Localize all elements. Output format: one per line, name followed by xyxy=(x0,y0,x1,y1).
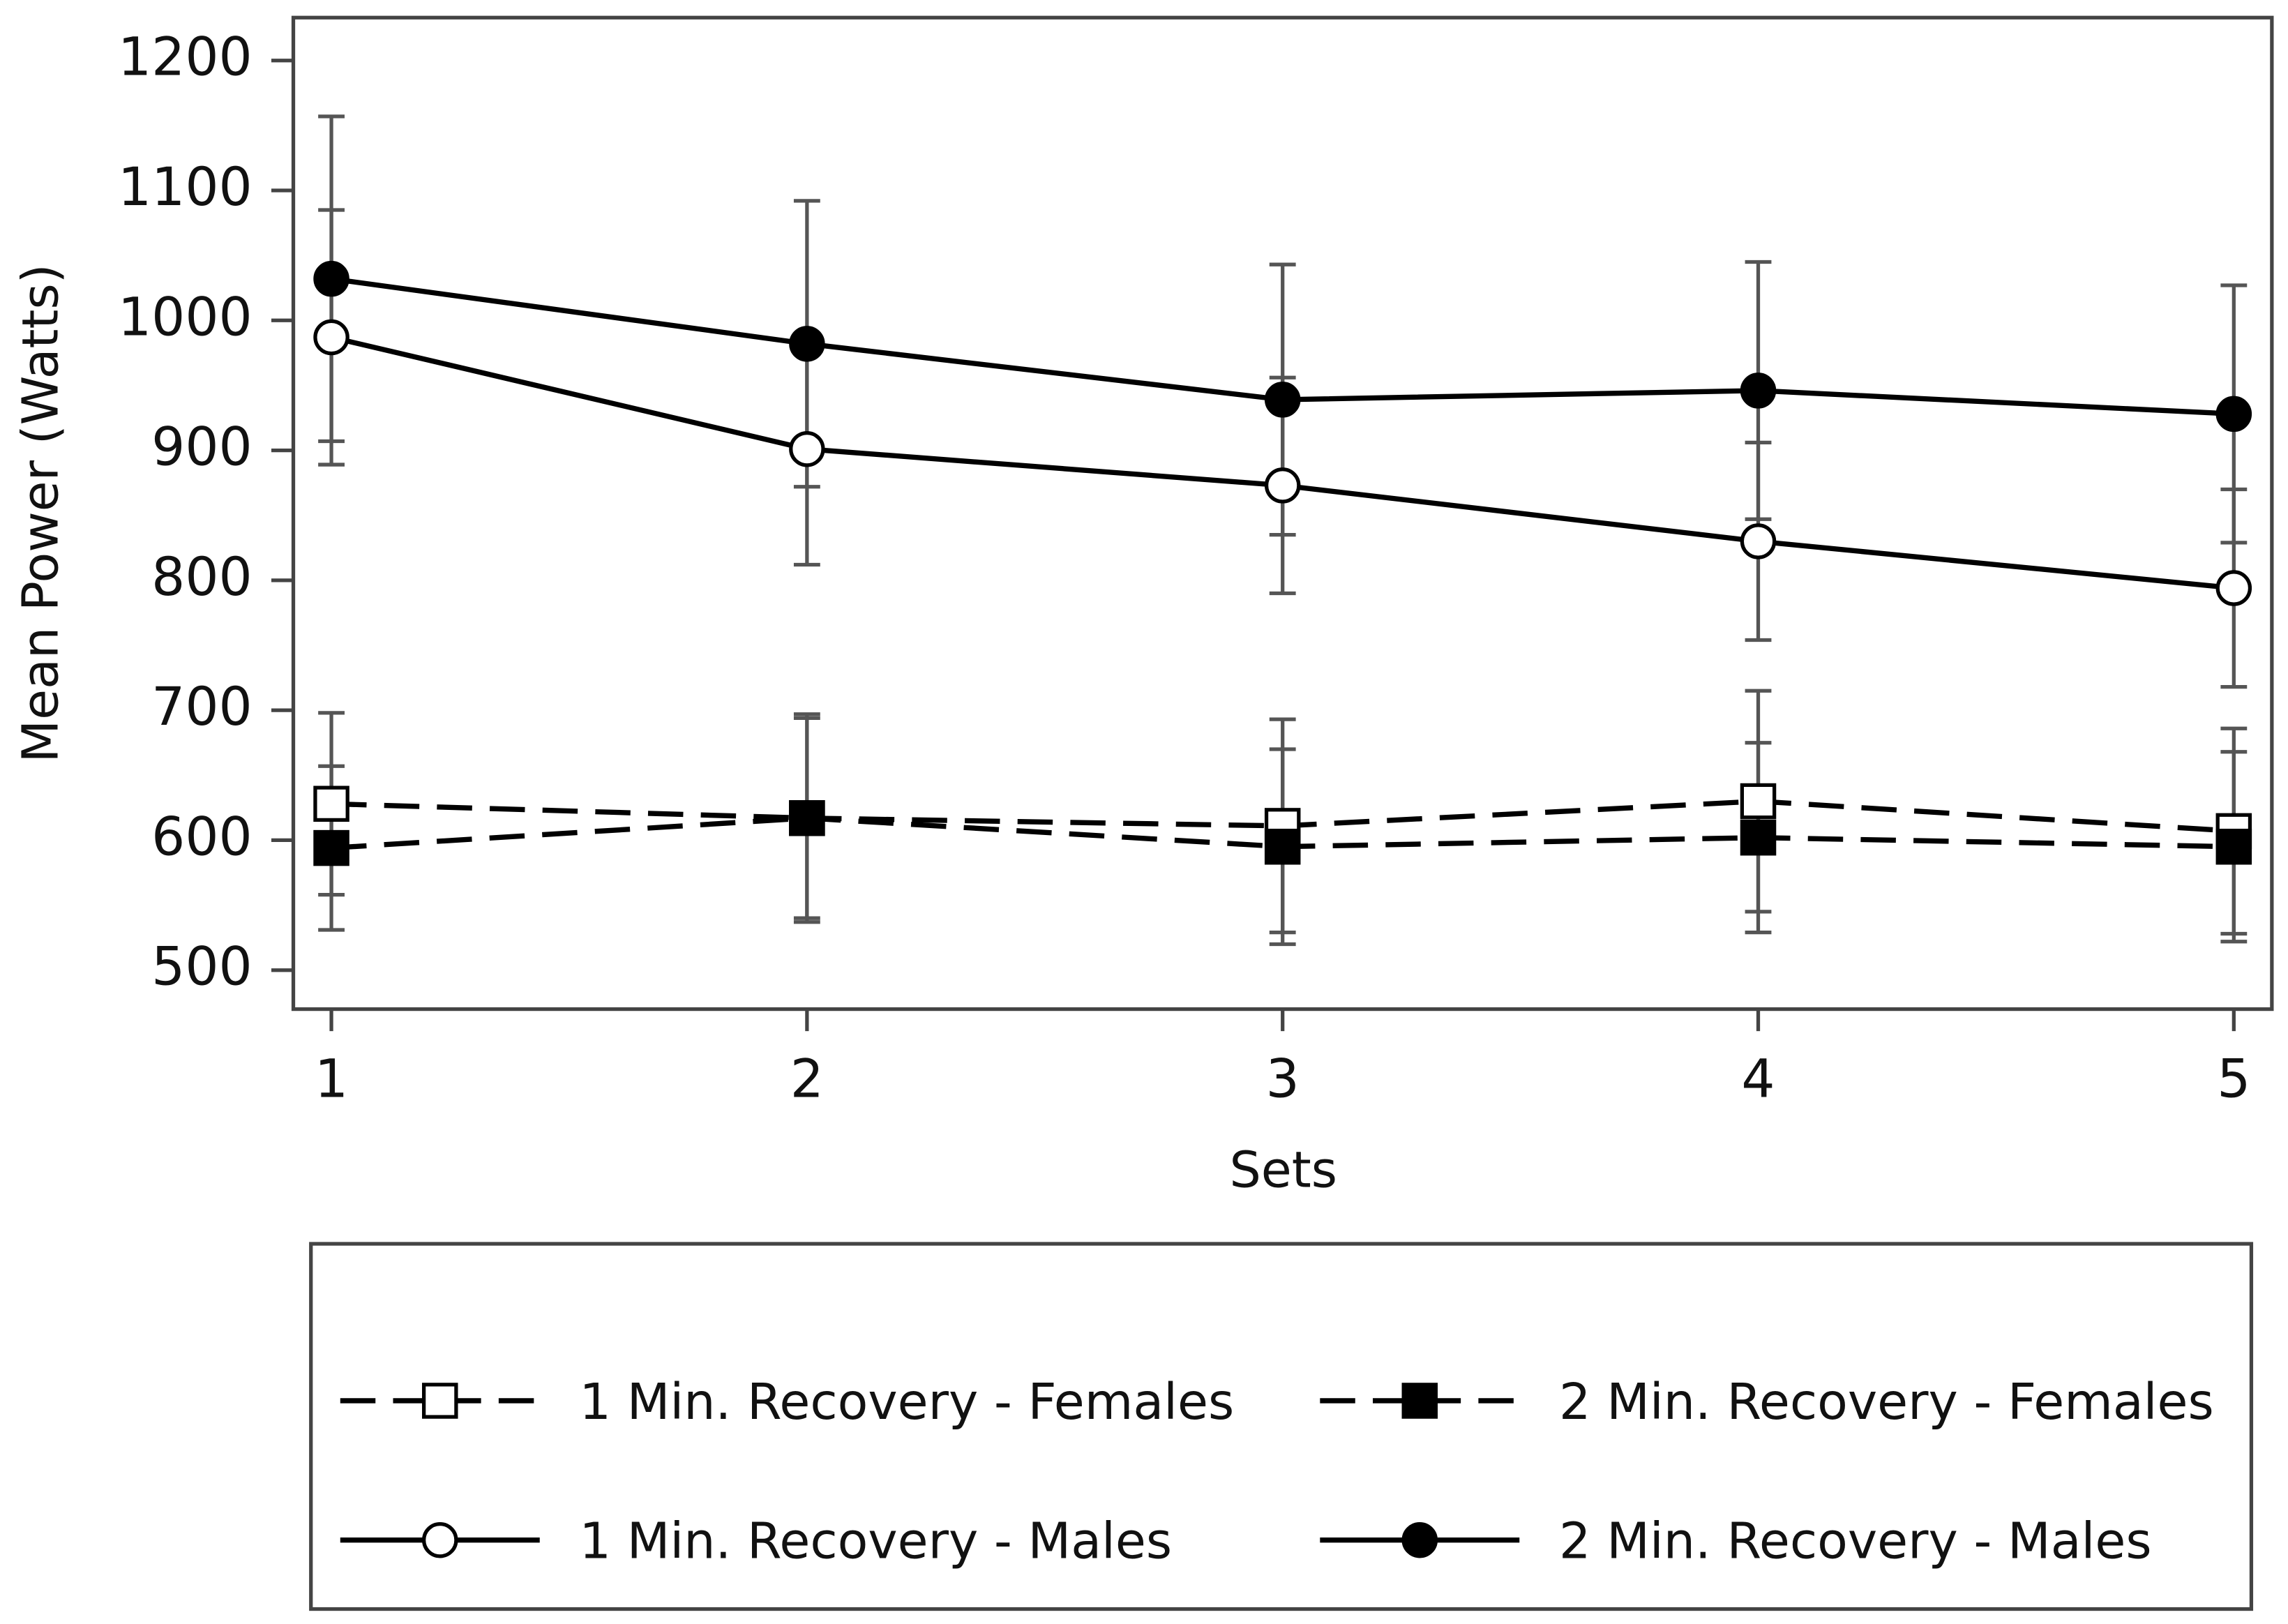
y-tick-label: 900 xyxy=(151,416,252,478)
legend-marker xyxy=(1401,1383,1438,1419)
marker xyxy=(789,430,825,467)
x-tick-label: 3 xyxy=(1266,1048,1300,1110)
marker xyxy=(313,785,349,822)
y-tick-label: 1100 xyxy=(118,156,253,218)
marker xyxy=(789,326,825,362)
x-tick-label: 1 xyxy=(315,1048,348,1110)
marker xyxy=(1264,828,1301,865)
marker xyxy=(1740,373,1777,409)
marker xyxy=(1740,783,1777,820)
y-tick-label: 1200 xyxy=(118,27,253,88)
marker xyxy=(313,260,349,297)
y-tick-label: 600 xyxy=(151,806,252,867)
legend-label: 1 Min. Recovery - Females xyxy=(580,1373,1235,1431)
y-tick-label: 800 xyxy=(151,546,252,608)
marker xyxy=(313,829,349,866)
y-tick-label: 1000 xyxy=(118,286,253,347)
marker xyxy=(2215,828,2252,865)
legend-frame xyxy=(309,1242,2254,1611)
marker xyxy=(313,319,349,356)
y-tick-label: 500 xyxy=(151,936,252,998)
legend-marker xyxy=(422,1521,458,1558)
marker xyxy=(1264,382,1301,418)
marker xyxy=(2215,396,2252,433)
marker xyxy=(2215,570,2252,606)
x-tick-label: 5 xyxy=(2217,1048,2250,1110)
legend-label: 2 Min. Recovery - Males xyxy=(1559,1512,2152,1570)
x-tick-label: 2 xyxy=(790,1048,824,1110)
x-tick-label: 4 xyxy=(1741,1048,1775,1110)
legend-marker xyxy=(1401,1521,1438,1558)
legend-label: 2 Min. Recovery - Females xyxy=(1559,1373,2214,1431)
marker xyxy=(1740,819,1777,856)
legend-marker xyxy=(422,1383,458,1419)
marker xyxy=(789,799,825,836)
x-axis-label: Sets xyxy=(1229,1141,1337,1199)
marker xyxy=(1264,467,1301,504)
y-axis-label: Mean Power (Watts) xyxy=(12,264,70,762)
y-tick-label: 700 xyxy=(151,676,252,737)
legend-label: 1 Min. Recovery - Males xyxy=(580,1512,1173,1570)
marker xyxy=(1740,523,1777,559)
